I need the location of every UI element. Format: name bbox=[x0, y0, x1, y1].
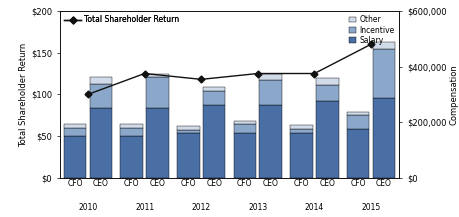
Bar bbox=[290, 125, 313, 128]
Bar bbox=[90, 77, 112, 84]
Bar bbox=[177, 130, 200, 133]
Bar bbox=[177, 127, 200, 130]
Bar bbox=[316, 78, 339, 85]
Bar bbox=[203, 105, 225, 178]
Bar bbox=[259, 74, 282, 81]
Bar bbox=[259, 105, 282, 178]
Bar bbox=[347, 129, 369, 178]
Bar bbox=[146, 74, 169, 77]
Bar bbox=[203, 87, 225, 91]
Legend: Other, Incentive, Salary: Other, Incentive, Salary bbox=[347, 13, 397, 47]
Bar bbox=[146, 108, 169, 178]
Bar bbox=[120, 128, 143, 136]
Text: 2011: 2011 bbox=[135, 203, 154, 212]
Text: 2014: 2014 bbox=[305, 203, 324, 212]
Text: 2010: 2010 bbox=[78, 203, 98, 212]
Bar bbox=[347, 112, 369, 115]
Bar bbox=[64, 136, 86, 178]
Bar bbox=[234, 124, 256, 133]
Bar bbox=[146, 77, 169, 108]
Bar bbox=[373, 49, 395, 98]
Bar bbox=[373, 98, 395, 178]
Bar bbox=[347, 115, 369, 129]
Bar bbox=[120, 124, 143, 128]
Bar bbox=[120, 136, 143, 178]
Bar bbox=[290, 133, 313, 178]
Bar bbox=[177, 133, 200, 178]
Bar bbox=[316, 85, 339, 101]
Bar bbox=[64, 124, 86, 128]
Y-axis label: Total Shareholder Return: Total Shareholder Return bbox=[19, 42, 28, 146]
Text: 2012: 2012 bbox=[192, 203, 211, 212]
Legend: Total Shareholder Return: Total Shareholder Return bbox=[62, 13, 181, 27]
Bar bbox=[234, 133, 256, 178]
Bar bbox=[90, 84, 112, 108]
Bar bbox=[203, 91, 225, 105]
Bar bbox=[316, 101, 339, 178]
Text: 2013: 2013 bbox=[248, 203, 268, 212]
Bar bbox=[373, 42, 395, 49]
Bar bbox=[290, 128, 313, 133]
Bar bbox=[64, 128, 86, 136]
Bar bbox=[259, 81, 282, 105]
Text: 2015: 2015 bbox=[361, 203, 381, 212]
Bar bbox=[90, 108, 112, 178]
Bar bbox=[234, 121, 256, 124]
Y-axis label: Compensation: Compensation bbox=[449, 64, 459, 125]
